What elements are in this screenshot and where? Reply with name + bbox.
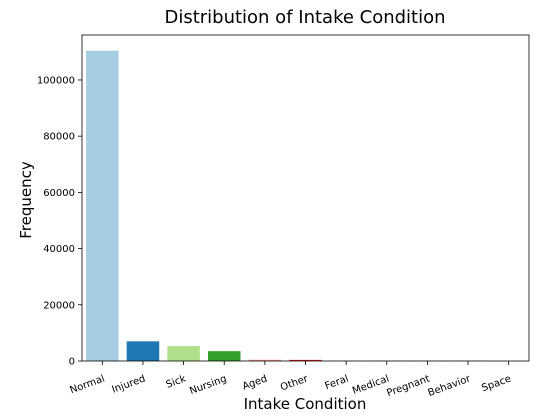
y-tick-label: 100000	[37, 75, 75, 86]
x-tick-label-injured: Injured	[111, 373, 147, 395]
y-tick-label: 80000	[43, 132, 75, 143]
bar-sick	[167, 346, 200, 361]
bar-other	[289, 359, 322, 361]
x-tick-label-feral: Feral	[323, 373, 350, 392]
y-tick-label: 20000	[43, 300, 75, 311]
bar-injured	[126, 341, 160, 361]
plot-area: 0 20000 40000 60000 80000 100000 Normal Injured…	[37, 34, 530, 399]
x-tick-label-nursing: Nursing	[188, 373, 228, 397]
x-tick-label-normal: Normal	[69, 373, 107, 396]
bar-normal	[86, 50, 119, 362]
x-tick-label-behavior: Behavior	[427, 373, 473, 399]
x-tick-label-other: Other	[279, 373, 310, 393]
bar-nursing	[207, 351, 241, 361]
x-tick-label-medical: Medical	[351, 373, 391, 396]
x-tick-label-space: Space	[480, 373, 512, 394]
x-tick-label-aged: Aged	[241, 373, 269, 392]
y-axis-label: Frequency	[17, 161, 35, 239]
chart-title: Distribution of Intake Condition	[164, 7, 445, 28]
x-tick-label-sick: Sick	[165, 373, 188, 390]
x-tick-label-pregnant: Pregnant	[385, 373, 431, 399]
x-axis-label: Intake Condition	[244, 395, 367, 413]
y-tick-label: 40000	[43, 244, 75, 255]
plot-frame	[81, 34, 530, 362]
bar-aged	[248, 359, 282, 361]
y-tick-label: 0	[69, 357, 75, 368]
y-tick-label: 60000	[43, 188, 75, 199]
